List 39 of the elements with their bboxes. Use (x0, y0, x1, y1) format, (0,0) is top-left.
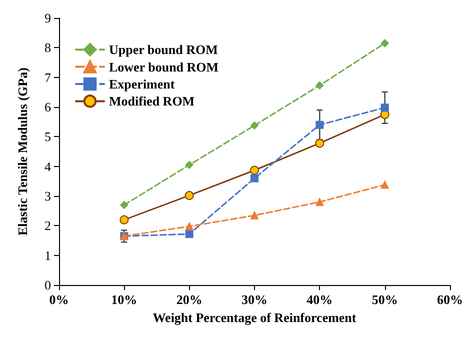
x-tick-label: 20% (176, 292, 202, 308)
legend-label: Experiment (109, 76, 176, 92)
x-tick-label: 30% (242, 292, 268, 308)
point (380, 180, 389, 189)
point (316, 120, 324, 129)
y-tick-label: 0 (44, 278, 51, 293)
point (185, 230, 194, 238)
y-tick-label: 7 (44, 70, 52, 85)
y-tick-label: 5 (44, 129, 51, 144)
x-tick-label: 0% (49, 292, 69, 308)
point (185, 222, 194, 230)
legend-label: Upper bound ROM (109, 42, 218, 58)
y-tick-label: 1 (44, 248, 51, 263)
point (380, 104, 389, 112)
point (316, 198, 324, 206)
y-tick-label: 4 (44, 158, 52, 174)
x-tick-label: 10% (111, 292, 138, 308)
point (380, 39, 389, 48)
y-axis-title: Elastic Tensile Modulus (GPa) (15, 68, 30, 236)
point (120, 215, 129, 224)
x-tick-label: 60% (437, 292, 463, 308)
x-axis-title: Weight Percentage of Reinforcement (152, 310, 357, 325)
legend-label: Modified ROM (109, 94, 195, 109)
y-tick-label: 8 (44, 40, 51, 56)
x-tick-label: 40% (306, 292, 333, 308)
point (184, 190, 194, 200)
point (250, 166, 259, 175)
point (185, 160, 194, 169)
legend-label: Lower bound ROM (109, 59, 219, 74)
point (250, 121, 258, 130)
point (250, 211, 258, 220)
y-tick-label: 9 (44, 10, 51, 26)
point (316, 81, 324, 90)
point (120, 200, 128, 209)
point (250, 174, 258, 182)
y-tick-label: 6 (44, 100, 52, 115)
y-tick-label: 3 (44, 188, 51, 204)
x-tick-label: 50% (372, 292, 398, 308)
y-tick-label: 2 (44, 218, 51, 234)
